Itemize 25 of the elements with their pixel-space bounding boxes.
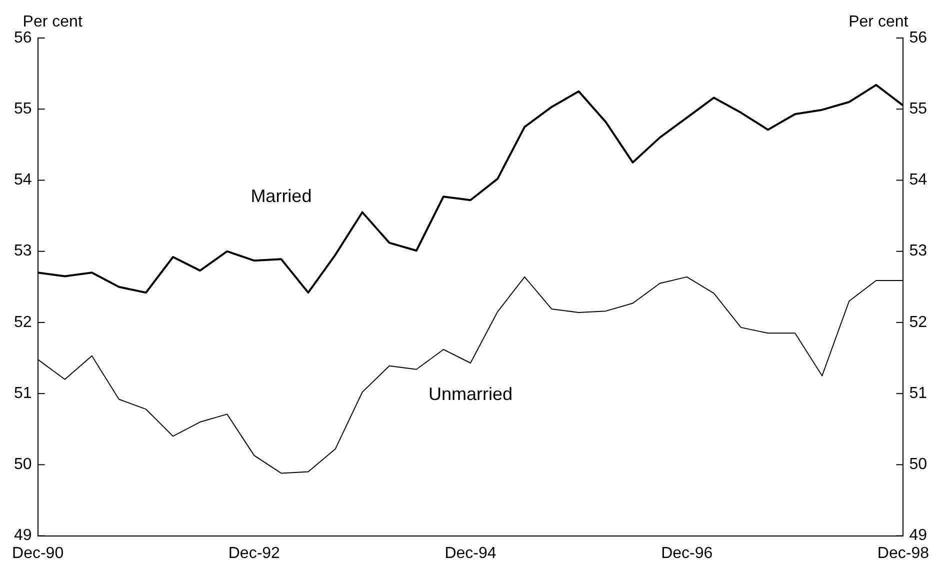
y2-tick-label: 49 [909,527,928,544]
x-tick-label: Dec-90 [12,544,64,562]
y2-axis-title: Per cent [848,13,909,30]
y2-tick-label: 51 [909,384,928,402]
x-tick-label: Dec-98 [877,544,930,562]
y-tick-label: 56 [14,29,32,46]
series-label: Unmarried [428,384,513,404]
y2-tick-label: 52 [909,314,928,331]
y-tick-label: 52 [14,314,32,331]
y-tick-label: 55 [14,100,32,118]
y2-tick-label: 54 [909,172,928,189]
y-tick-label: 51 [14,384,32,402]
y-tick-label: 50 [14,456,32,474]
x-tick-label: Dec-92 [228,544,280,562]
y2-tick-label: 55 [909,100,928,118]
y2-tick-label: 50 [909,456,928,474]
y2-tick-label: 53 [909,242,928,260]
y2-tick-label: 56 [909,29,928,46]
x-tick-label: Dec-96 [661,544,713,562]
text: Married [250,186,312,206]
x-tick-label: Dec-94 [444,544,496,562]
y-tick-label: 49 [14,527,32,544]
y-tick-label: 54 [14,172,32,189]
y-tick-label: 53 [14,242,32,260]
y-axis-title: Per cent [22,13,83,30]
